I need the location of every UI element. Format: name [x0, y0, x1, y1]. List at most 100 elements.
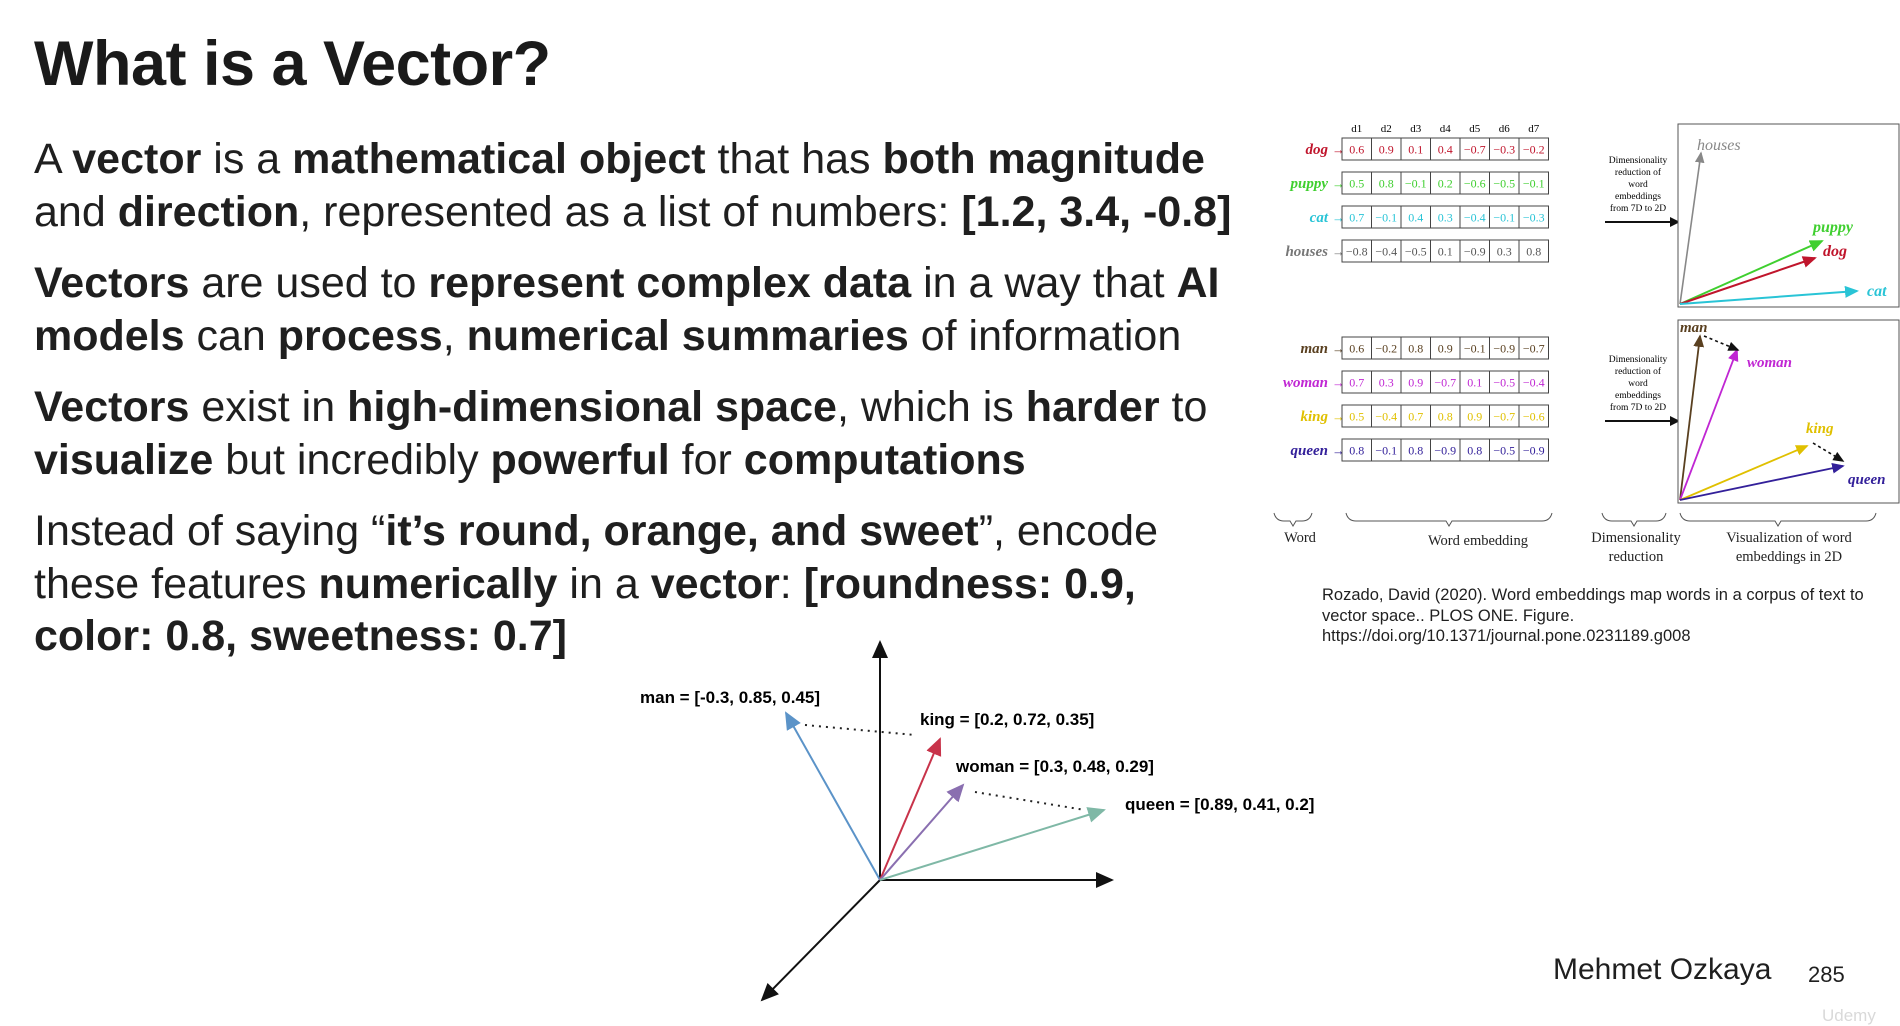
author-name: Mehmet Ozkaya	[1553, 953, 1772, 986]
embedding-value: −0.6	[1523, 410, 1545, 424]
page-number: 285	[1808, 962, 1845, 987]
dimension-header: d7	[1528, 123, 1540, 135]
embedding-value: −0.5	[1493, 444, 1515, 458]
label-dimensionality-reduction-2: reduction	[1609, 549, 1665, 565]
embedding-value: −0.7	[1464, 143, 1486, 157]
embedding-row-dog: dog → 0.6 0.9 0.1 0.4 −0.7 −0.3 −0.2	[1306, 137, 1549, 161]
label-visualization-1: Visualization of word	[1726, 530, 1852, 546]
label-woman-vector: woman = [0.3, 0.48, 0.29]	[955, 757, 1154, 776]
embedding-value: 0.2	[1438, 177, 1453, 191]
embedding-row-king: king → 0.5 −0.4 0.7 0.8 0.9 −0.7 −0.6	[1300, 404, 1549, 428]
label-man-vector: man = [-0.3, 0.85, 0.45]	[640, 688, 820, 707]
label-dog: dog	[1823, 243, 1847, 260]
label-word: Word	[1284, 530, 1317, 546]
reduction-note-line: embeddings	[1615, 192, 1661, 202]
citation-line: vector space.. PLOS ONE. Figure.	[1322, 606, 1575, 625]
row-word-label: woman	[1283, 375, 1328, 391]
embedding-value: −0.1	[1523, 177, 1545, 191]
reduction-note-2: Dimensionality reduction of word embeddi…	[1609, 355, 1668, 413]
embedding-value: −0.4	[1464, 211, 1486, 225]
embedding-cell	[1518, 336, 1549, 360]
embedding-value: −0.3	[1523, 211, 1545, 225]
embedding-value: 0.9	[1438, 342, 1453, 356]
embedding-value: 0.6	[1349, 143, 1364, 157]
embedding-value: 0.6	[1349, 342, 1364, 356]
embedding-value: 0.8	[1349, 444, 1364, 458]
embedding-row-woman: woman → 0.7 0.3 0.9 −0.7 0.1 −0.5 −0.4	[1283, 370, 1549, 394]
embedding-value: 0.3	[1497, 245, 1512, 259]
embedding-value: −0.4	[1375, 410, 1397, 424]
row-word-label: king	[1300, 409, 1328, 425]
vector-man	[785, 711, 881, 881]
embedding-value: −0.1	[1493, 211, 1515, 225]
embedding-value: −0.5	[1493, 177, 1515, 191]
row-word-label: dog	[1306, 142, 1329, 158]
label-queen-vector: queen = [0.89, 0.41, 0.2]	[1125, 795, 1314, 814]
embedding-row-puppy: puppy → 0.5 0.8 −0.1 0.2 −0.6 −0.5 −0.1	[1289, 171, 1549, 195]
embedding-value: 0.9	[1467, 410, 1482, 424]
embedding-value: −0.2	[1375, 342, 1397, 356]
label-cat: cat	[1867, 283, 1887, 300]
embedding-value: 0.8	[1408, 444, 1423, 458]
brace-embedding	[1345, 512, 1553, 527]
embedding-value: 0.8	[1467, 444, 1482, 458]
embedding-value: 0.1	[1408, 143, 1423, 157]
embedding-value: −0.7	[1434, 376, 1456, 390]
dimension-header: d4	[1440, 123, 1452, 135]
label-king-vector: king = [0.2, 0.72, 0.35]	[920, 710, 1094, 729]
reduction-note-line: reduction of	[1615, 366, 1662, 377]
embedding-value: −0.1	[1405, 177, 1427, 191]
relation-man-king	[804, 724, 916, 736]
axis-z	[760, 879, 881, 1002]
embedding-row-queen: queen → 0.8 −0.1 0.8 −0.9 0.8 −0.5 −0.9	[1291, 438, 1549, 462]
embedding-value: −0.6	[1464, 177, 1486, 191]
embedding-value: 0.9	[1408, 376, 1423, 390]
embedding-value: 0.8	[1379, 177, 1394, 191]
vector-3d-diagram: man = [-0.3, 0.85, 0.45] king = [0.2, 0.…	[640, 640, 1314, 1002]
relation-woman-queen	[974, 791, 1086, 811]
reduction-note-line: word	[1628, 180, 1648, 190]
embedding-value: 0.7	[1349, 376, 1364, 390]
reduction-note-line: word	[1628, 379, 1648, 389]
embedding-value: 0.1	[1467, 376, 1482, 390]
bottom-braces	[1273, 512, 1877, 527]
label-houses: houses	[1697, 137, 1741, 154]
embedding-cell	[1518, 370, 1549, 394]
dimension-header: d2	[1381, 123, 1392, 135]
dimension-header: d5	[1469, 123, 1481, 135]
brace-visualization	[1679, 512, 1877, 527]
plot-royals-frame	[1677, 319, 1900, 504]
embedding-value: 0.8	[1438, 410, 1453, 424]
embedding-value: −0.2	[1523, 143, 1545, 157]
embedding-cell	[1518, 171, 1549, 195]
citation-link[interactable]: https://doi.org/10.1371/journal.pone.023…	[1322, 627, 1691, 645]
row-word-label: houses	[1285, 244, 1328, 260]
reduction-note-line: Dimensionality	[1609, 156, 1668, 166]
label-queen: queen	[1848, 472, 1886, 488]
word-embedding-figure: d1 d2 d3 d4 d5 d6 d7 dog → 0.6 0.9 0.1 0.4 −0.7 −0.3−…	[1273, 123, 1900, 565]
embedding-value: −0.5	[1405, 245, 1427, 259]
vector-king	[1679, 445, 1809, 501]
reduction-note-line: Dimensionality	[1609, 355, 1668, 365]
label-man: man	[1680, 320, 1708, 336]
embedding-cell	[1518, 239, 1549, 263]
vector-cat	[1679, 285, 1859, 305]
embedding-row-houses: houses → −0.8 −0.4 −0.5 0.1 −0.9 0.3 0.8	[1285, 239, 1549, 263]
label-visualization-2: embeddings in 2D	[1736, 549, 1842, 565]
embedding-value: 0.5	[1349, 177, 1364, 191]
embedding-row-man: man → 0.6 −0.2 0.8 0.9 −0.1 −0.9 −0.7	[1300, 336, 1549, 360]
row-word-label: queen	[1291, 443, 1329, 459]
embedding-value: −0.4	[1523, 376, 1545, 390]
embedding-value: −0.9	[1434, 444, 1456, 458]
embedding-value: 0.4	[1408, 211, 1423, 225]
embedding-value: −0.5	[1493, 376, 1515, 390]
citation-line: Rozado, David (2020). Word embeddings ma…	[1322, 586, 1864, 604]
row-word-label: cat	[1310, 210, 1329, 226]
reduction-note-line: from 7D to 2D	[1610, 402, 1666, 413]
brace-reduction	[1601, 512, 1667, 527]
embedding-value: 0.3	[1438, 211, 1453, 225]
embedding-value: 0.8	[1408, 342, 1423, 356]
row-word-label: puppy	[1289, 176, 1329, 192]
embedding-cell	[1518, 404, 1549, 428]
